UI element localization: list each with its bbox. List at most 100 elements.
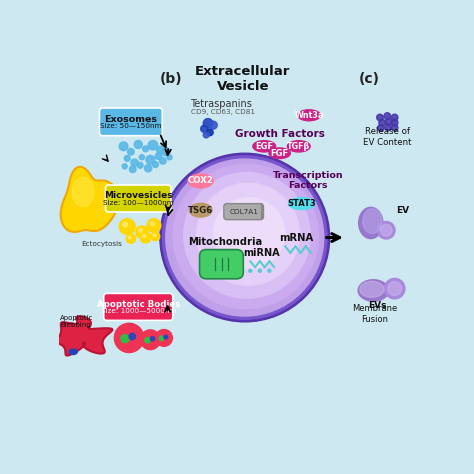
Circle shape (163, 156, 327, 319)
Ellipse shape (289, 198, 315, 210)
Ellipse shape (287, 141, 310, 152)
Circle shape (147, 219, 161, 232)
Text: (b): (b) (160, 72, 182, 86)
FancyBboxPatch shape (100, 108, 162, 136)
Text: STAT3: STAT3 (287, 199, 316, 208)
Text: Apoptotic Bodies: Apoptotic Bodies (97, 300, 180, 309)
Ellipse shape (358, 280, 388, 301)
Ellipse shape (269, 148, 290, 158)
Text: Extracellular
Vesicle: Extracellular Vesicle (195, 65, 291, 93)
Ellipse shape (298, 110, 320, 121)
Circle shape (392, 124, 398, 131)
Circle shape (124, 155, 130, 161)
Text: Size: 1000—5000nm: Size: 1000—5000nm (100, 308, 176, 314)
FancyBboxPatch shape (224, 204, 264, 219)
FancyBboxPatch shape (106, 185, 171, 212)
Circle shape (384, 113, 391, 119)
Circle shape (150, 337, 155, 341)
Text: Size: 50—150nm: Size: 50—150nm (100, 123, 162, 129)
Circle shape (249, 269, 252, 272)
Text: Release of
EV Content: Release of EV Content (363, 128, 411, 147)
Polygon shape (61, 167, 118, 232)
Text: Membrane
Fusion: Membrane Fusion (352, 304, 397, 324)
Circle shape (377, 221, 395, 239)
Text: Wnt3a: Wnt3a (294, 111, 324, 120)
Circle shape (140, 330, 160, 350)
Circle shape (214, 198, 285, 268)
Circle shape (119, 142, 128, 151)
Circle shape (145, 337, 150, 343)
Text: Ectocytosis: Ectocytosis (81, 241, 122, 247)
Circle shape (122, 164, 127, 169)
Circle shape (128, 148, 134, 155)
Circle shape (114, 323, 144, 353)
Circle shape (153, 234, 156, 237)
Text: mRNA: mRNA (279, 233, 313, 243)
Ellipse shape (105, 162, 122, 182)
Text: (c): (c) (359, 72, 380, 86)
Text: EGF: EGF (255, 142, 273, 151)
Circle shape (162, 148, 170, 156)
Circle shape (134, 140, 142, 148)
Ellipse shape (69, 349, 77, 355)
Circle shape (140, 232, 151, 243)
Circle shape (184, 173, 310, 298)
Circle shape (160, 158, 166, 164)
Circle shape (209, 121, 217, 129)
Text: EVs: EVs (368, 301, 386, 310)
Circle shape (150, 222, 155, 226)
Circle shape (123, 222, 128, 227)
Ellipse shape (253, 141, 275, 152)
Circle shape (148, 140, 158, 150)
Circle shape (139, 155, 145, 160)
Circle shape (143, 235, 146, 238)
Circle shape (377, 114, 383, 121)
Text: FGF: FGF (271, 149, 289, 158)
Circle shape (160, 153, 329, 322)
Text: Tetraspanins: Tetraspanins (190, 100, 252, 109)
Circle shape (388, 282, 401, 296)
Circle shape (385, 118, 392, 125)
Circle shape (131, 159, 138, 166)
Text: CD9, CD63, CD81: CD9, CD63, CD81 (191, 109, 255, 115)
Circle shape (146, 155, 155, 164)
Circle shape (207, 129, 213, 136)
Circle shape (145, 164, 152, 172)
Circle shape (384, 278, 405, 299)
Text: Microvesicles: Microvesicles (104, 191, 173, 201)
Ellipse shape (363, 209, 382, 234)
FancyBboxPatch shape (104, 293, 173, 320)
FancyBboxPatch shape (200, 250, 243, 279)
Circle shape (385, 124, 392, 131)
Ellipse shape (359, 208, 383, 238)
Circle shape (155, 329, 173, 346)
Ellipse shape (72, 177, 94, 207)
Circle shape (166, 159, 324, 316)
Text: COX2: COX2 (188, 176, 214, 185)
Circle shape (392, 114, 398, 121)
Circle shape (380, 224, 392, 236)
Text: Apoptotic
Blebbing: Apoptotic Blebbing (60, 315, 93, 328)
Circle shape (153, 162, 158, 167)
Circle shape (129, 166, 136, 173)
Circle shape (379, 119, 385, 126)
Circle shape (392, 119, 398, 126)
Text: Growth Factors: Growth Factors (235, 128, 325, 138)
Circle shape (121, 335, 129, 343)
Circle shape (156, 146, 164, 154)
Ellipse shape (188, 174, 213, 188)
Text: Mitochondria: Mitochondria (188, 237, 263, 247)
Circle shape (137, 163, 143, 168)
Text: TSG6: TSG6 (188, 206, 213, 215)
Circle shape (377, 125, 384, 131)
Circle shape (159, 336, 164, 341)
Circle shape (203, 118, 213, 128)
Circle shape (151, 232, 160, 241)
Text: Exosomes: Exosomes (104, 115, 157, 124)
Text: EV: EV (396, 206, 409, 215)
Circle shape (155, 153, 162, 159)
Circle shape (129, 333, 136, 340)
Text: TGFβ: TGFβ (287, 142, 310, 151)
Circle shape (143, 146, 148, 152)
Circle shape (258, 269, 261, 272)
